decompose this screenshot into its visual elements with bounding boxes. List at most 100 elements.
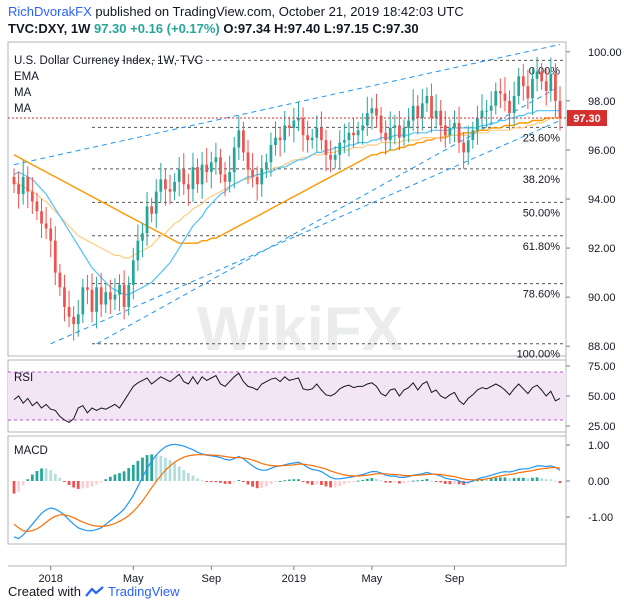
- macd-histogram-bar: [411, 480, 415, 482]
- candle-body: [476, 118, 479, 131]
- candle-body: [356, 130, 360, 136]
- macd-histogram-bar: [255, 481, 259, 489]
- macd-histogram-bar: [439, 481, 443, 483]
- macd-histogram-bar: [420, 479, 424, 481]
- candle-body: [168, 189, 172, 192]
- candle: [118, 274, 121, 312]
- rsi-title: RSI: [14, 372, 33, 384]
- last-price: 97.30: [93, 21, 127, 36]
- candle: [398, 110, 401, 151]
- candle: [301, 107, 305, 152]
- candle: [186, 173, 190, 206]
- candle: [356, 121, 360, 144]
- candle-body: [30, 191, 34, 202]
- tradingview-link[interactable]: TradingView: [85, 584, 180, 600]
- candle-body: [338, 142, 342, 155]
- candle-body: [352, 132, 355, 136]
- fib-level-label: 23.60%: [523, 132, 561, 144]
- candle-body: [86, 287, 89, 290]
- candle-body: [393, 125, 397, 128]
- macd-histogram-bar: [517, 477, 521, 481]
- candle: [269, 132, 273, 177]
- candle-body: [53, 240, 57, 273]
- time-tick-label: Sep: [445, 573, 465, 585]
- candle: [430, 83, 433, 133]
- candle: [81, 278, 85, 323]
- symbol-label: TVC:DXY, 1W: [8, 21, 91, 36]
- candle-body: [540, 71, 544, 82]
- author-link[interactable]: RichDvorakFX: [8, 4, 92, 19]
- candle-body: [63, 287, 66, 307]
- candle-body: [159, 179, 163, 192]
- candle: [35, 192, 39, 220]
- candle-body: [131, 260, 135, 285]
- candle: [63, 274, 66, 322]
- macd-histogram-bar: [485, 478, 488, 481]
- candle-body: [196, 167, 199, 185]
- candle-body: [402, 127, 406, 138]
- macd-histogram-bar: [113, 474, 117, 481]
- rsi-tick-label: 75.00: [588, 361, 616, 373]
- candle: [21, 160, 25, 205]
- candle-body: [508, 100, 511, 114]
- candle: [17, 171, 20, 209]
- candle-body: [283, 125, 287, 141]
- macd-histogram-bar: [141, 457, 144, 481]
- rsi-band: [8, 372, 566, 420]
- candle: [489, 91, 493, 124]
- candle-body: [384, 132, 388, 141]
- candle: [122, 270, 126, 320]
- candle: [214, 142, 218, 175]
- macd-histogram-bar: [232, 481, 236, 483]
- candle: [370, 97, 374, 130]
- candle: [76, 299, 80, 337]
- macd-histogram-bar: [558, 481, 562, 484]
- ohlc-high: H:97.40: [274, 21, 321, 36]
- candle-body: [260, 169, 264, 185]
- macd-histogram-bar: [53, 473, 57, 481]
- macd-histogram-bar: [49, 470, 53, 481]
- macd-histogram-bar: [76, 481, 80, 489]
- candle: [554, 63, 557, 118]
- candle: [526, 69, 530, 109]
- macd-histogram-bar: [342, 481, 346, 485]
- macd-histogram-bar: [356, 480, 360, 482]
- candle-body: [434, 110, 438, 119]
- candle-body: [342, 140, 346, 143]
- candle-body: [379, 115, 383, 133]
- candle: [40, 198, 43, 239]
- tradingview-logo-icon: [85, 586, 104, 597]
- macd-histogram-bar: [159, 455, 163, 481]
- candle-body: [264, 162, 268, 170]
- candle-body: [49, 228, 53, 241]
- candle: [352, 118, 355, 148]
- candle-body: [480, 110, 484, 119]
- macd-histogram-bar: [503, 477, 507, 481]
- candle: [503, 77, 507, 112]
- ohlc-low: L:97.15: [323, 21, 369, 36]
- candle-body: [558, 100, 562, 119]
- candle-body: [35, 201, 39, 212]
- candle: [434, 94, 438, 129]
- candle: [86, 274, 89, 305]
- legend-ema: EMA: [14, 71, 39, 83]
- macd-histogram-bar: [292, 479, 296, 481]
- candle-body: [205, 164, 209, 173]
- candle-body: [118, 284, 121, 295]
- candle: [150, 197, 154, 223]
- macd-histogram-bar: [223, 481, 227, 484]
- fib-level-label: 61.80%: [523, 241, 561, 253]
- candle-body: [517, 76, 521, 96]
- macd-histogram-bar: [17, 481, 20, 492]
- candle-body: [191, 167, 195, 190]
- candle: [338, 130, 342, 170]
- rsi-tick-label: 50.00: [588, 391, 616, 403]
- macd-histogram-bar: [228, 481, 232, 484]
- macd-histogram-bar: [219, 481, 222, 483]
- macd-histogram-bar: [72, 481, 76, 488]
- candle: [255, 166, 259, 201]
- candle-body: [223, 174, 227, 182]
- candle-body: [388, 127, 392, 141]
- macd-histogram-bar: [498, 477, 502, 481]
